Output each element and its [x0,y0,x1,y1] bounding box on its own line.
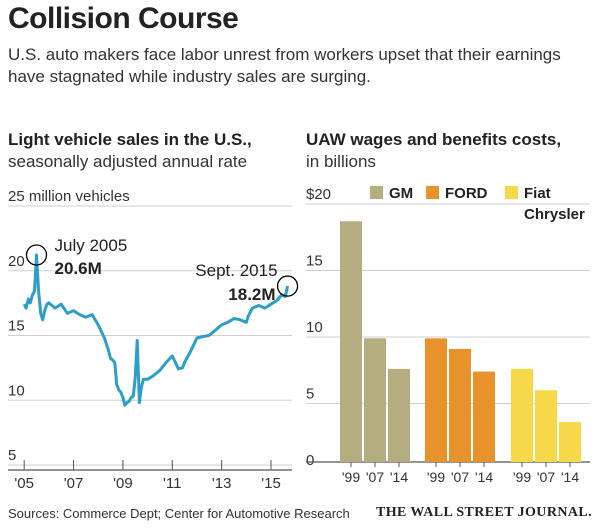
right-chart-subtitle: in billions [306,152,376,171]
left-chart-title: Light vehicle sales in the U.S., [8,130,252,149]
bar-y-tick-label: 15 [306,253,323,270]
bar-ford-07 [449,348,471,462]
legend-swatch-gm [370,186,383,199]
legend-label: FORD [445,185,488,202]
dek: U.S. auto makers face labor unrest from … [8,45,561,86]
bar-gm-14 [388,368,410,462]
bar-gm-99 [340,221,362,462]
legend-label: GM [389,185,413,202]
bar-x-tick-label: '14 [475,469,493,485]
y-tick-label: 10 [8,382,25,399]
bar-x-tick-label: '14 [561,469,579,485]
bar-x-tick-label: '07 [451,469,469,485]
annotation-circle-2005 [25,244,48,266]
y-tick-label: 20 [8,253,25,270]
x-tick-label: '09 [113,475,133,492]
bar-x-tick-label: '99 [513,469,531,485]
right-chart-title: UAW wages and benefits costs, [306,130,562,149]
unit-label: 25 million vehicles [8,188,130,205]
source-note: Sources: Commerce Dept; Center for Autom… [8,506,350,521]
legend-swatch-fiat-chrysler [505,186,518,199]
bar-y-tick-label: 10 [306,319,323,336]
bar-fiat-chrysler-07 [535,390,557,462]
annotation-label-2015: Sept. 2015 [195,261,277,280]
bar-y-tick-label: 0 [306,452,314,469]
annotation-label-2005: July 2005 [55,236,128,255]
bar-ford-14 [473,371,495,462]
annotation-circle-2015 [276,275,299,297]
legend-swatch-ford [426,186,439,199]
bar-x-tick-label: '99 [427,469,445,485]
bar-y-tick-label: 5 [306,386,314,403]
bar-x-tick-label: '07 [366,469,384,485]
x-tick-label: '05 [14,475,34,492]
annotation-value-2005: 20.6M [55,259,102,278]
bar-gm-07 [364,338,386,462]
annotation-value-2015: 18.2M [228,285,275,304]
x-tick-label: '07 [64,475,84,492]
bar-ford-99 [425,338,447,462]
bar-x-tick-label: '07 [537,469,555,485]
x-tick-label: '15 [261,475,281,492]
bar-y-tick-label: $20 [306,186,331,203]
legend-label: Chrysler [524,206,585,223]
y-tick-label: 5 [8,447,16,464]
sales-line [22,253,290,407]
publisher-credit: THE WALL STREET JOURNAL. [375,505,592,520]
bar-x-tick-label: '14 [390,469,408,485]
headline: Collision Course [8,2,239,35]
bar-fiat-chrysler-14 [559,422,581,462]
x-tick-label: '11 [163,475,181,492]
bar-fiat-chrysler-99 [511,368,533,462]
left-chart-subtitle: seasonally adjusted annual rate [8,152,248,171]
bar-x-tick-label: '99 [342,469,360,485]
y-tick-label: 15 [8,318,25,335]
x-tick-label: '13 [212,475,232,492]
legend-label: Fiat [524,185,551,202]
